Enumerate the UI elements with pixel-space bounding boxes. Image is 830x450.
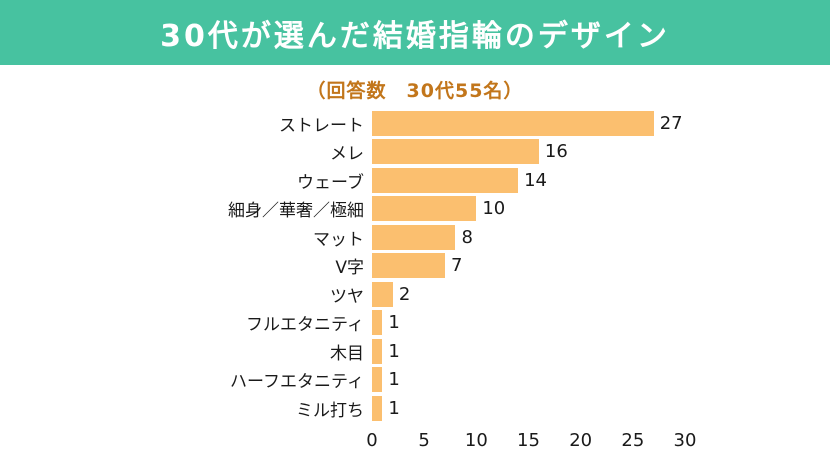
bar-track: 14 [372,166,830,195]
value-label: 10 [482,198,506,220]
value-label: 2 [398,283,411,305]
category-label: 細身／華奢／極細 [228,201,364,222]
chart-row: マット 8 [0,223,830,252]
value-label: 8 [461,226,473,248]
category-label: ツヤ [330,286,364,307]
x-tick-label: 20 [569,429,593,450]
x-tick-label: 30 [673,429,697,450]
chart-row: ウェーブ 14 [0,166,830,195]
value-label: 1 [388,397,400,419]
bar-track: 8 [372,223,830,252]
bar [372,281,393,307]
category-label: V字 [335,258,364,279]
bar [372,253,446,279]
bar-chart: ストレート 27 メレ 16 ウェーブ 14 細身／華奢／極細 10 マット 8 V字 7 ツヤ 2 フルエ… [0,109,830,450]
chart-row: 細身／華奢／極細 10 [0,195,830,224]
bar [372,395,383,421]
bar [372,139,539,165]
bar [372,310,383,336]
value-label: 16 [544,141,568,163]
bar-track: 1 [372,394,830,423]
category-label: フルエタニティ [246,315,364,336]
bar-track: 1 [372,337,830,366]
bar-track: 2 [372,280,830,309]
title-banner: 30代が選んだ結婚指輪のデザイン [0,0,830,65]
category-label: マット [313,229,364,250]
bar-track: 7 [372,252,830,281]
bar [372,196,477,222]
bar-track: 27 [372,109,830,138]
chart-row: フルエタニティ 1 [0,309,830,338]
x-tick-label: 25 [621,429,645,450]
chart-row: V字 7 [0,252,830,281]
bar-track: 1 [372,309,830,338]
bar [372,110,654,136]
chart-rows: ストレート 27 メレ 16 ウェーブ 14 細身／華奢／極細 10 マット 8 V字 7 ツヤ 2 フルエ… [0,109,830,423]
category-label: 木目 [330,343,364,364]
page-title: 30代が選んだ結婚指輪のデザイン [160,18,670,54]
x-tick-label: 0 [366,429,378,450]
x-tick-label: 15 [517,429,540,450]
bar-track: 10 [372,195,830,224]
chart-row: ハーフエタニティ 1 [0,366,830,395]
value-label: 1 [388,369,400,391]
value-label: 14 [524,169,547,191]
chart-row: ツヤ 2 [0,280,830,309]
category-label: メレ [330,144,364,165]
bar [372,167,519,193]
value-label: 1 [388,312,400,334]
x-tick-label: 5 [418,429,430,450]
bar [372,224,456,250]
x-axis: 0 5 10 15 20 25 30 [366,429,830,450]
chart-subtitle: （回答数 30代55名） [306,80,524,102]
chart-row: ミル打ち 1 [0,394,830,423]
bar-track: 1 [372,366,830,395]
bar-track: 16 [372,138,830,167]
category-label: ウェーブ [297,172,364,193]
chart-row: 木目 1 [0,337,830,366]
x-tick-label: 10 [464,429,488,450]
chart-row: ストレート 27 [0,109,830,138]
bar [372,338,383,364]
category-label: ストレート [279,115,364,136]
value-label: 1 [388,340,400,362]
category-label: ハーフエタニティ [230,372,364,393]
chart-row: メレ 16 [0,138,830,167]
bar [372,367,383,393]
value-label: 7 [451,255,463,277]
value-label: 27 [659,112,683,134]
category-label: ミル打ち [296,400,364,421]
